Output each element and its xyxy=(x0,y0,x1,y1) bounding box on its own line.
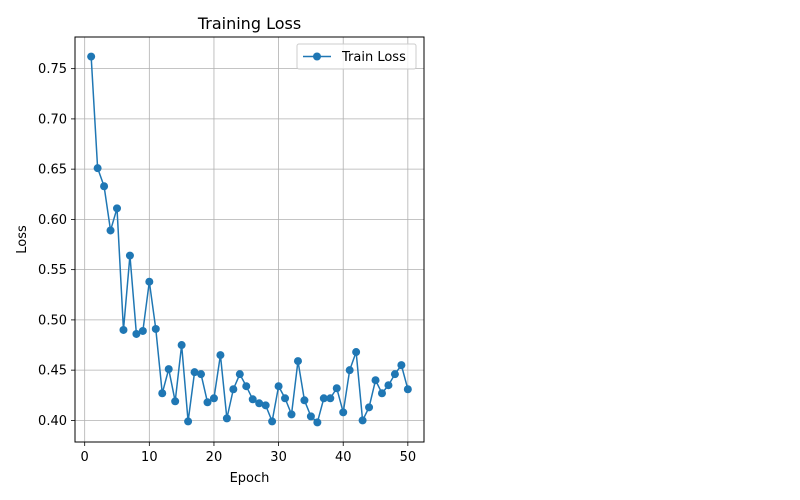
y-tick-label: 0.65 xyxy=(38,163,67,178)
legend-marker-swatch xyxy=(313,52,321,61)
data-point xyxy=(384,381,393,390)
legend: Train Loss xyxy=(296,43,417,70)
series-line-train-loss xyxy=(90,56,409,424)
data-point xyxy=(190,368,199,377)
legend-box xyxy=(296,43,417,70)
data-point xyxy=(352,348,361,357)
data-point xyxy=(390,370,399,379)
data-point xyxy=(113,204,122,213)
y-axis-label: Loss xyxy=(15,225,30,254)
x-axis-ticks: 0 10 20 30 40 50 xyxy=(81,442,417,465)
x-tick-label: 20 xyxy=(206,450,223,465)
data-point xyxy=(100,182,109,191)
data-point xyxy=(151,324,160,333)
data-point xyxy=(145,277,154,286)
data-point xyxy=(397,361,406,370)
data-point xyxy=(255,399,264,408)
data-point xyxy=(339,408,348,417)
x-tick-label: 30 xyxy=(270,450,287,465)
data-point xyxy=(268,417,277,426)
plot-area-frame xyxy=(74,36,425,443)
data-point xyxy=(125,251,134,260)
data-point xyxy=(171,397,180,406)
data-point xyxy=(106,226,115,235)
data-point xyxy=(365,403,374,412)
data-point xyxy=(319,394,328,403)
data-point xyxy=(281,394,290,403)
data-point xyxy=(306,412,315,421)
series-layer xyxy=(87,52,412,427)
data-point xyxy=(197,370,206,379)
y-tick-label: 0.75 xyxy=(38,62,67,77)
data-point xyxy=(313,418,322,427)
x-tick-label: 10 xyxy=(141,450,158,465)
data-point xyxy=(164,365,173,374)
x-tick-label: 50 xyxy=(400,450,417,465)
x-tick-label: 40 xyxy=(335,450,352,465)
data-point xyxy=(87,52,96,61)
data-point xyxy=(274,382,283,391)
data-point xyxy=(177,341,186,350)
data-point xyxy=(216,351,225,360)
y-tick-label: 0.70 xyxy=(38,112,67,127)
legend-entry-label: Train Loss xyxy=(341,50,406,65)
y-tick-label: 0.60 xyxy=(38,213,67,228)
data-point xyxy=(300,396,309,405)
data-point xyxy=(377,389,386,398)
data-point xyxy=(403,385,412,394)
data-point xyxy=(345,366,354,375)
data-point xyxy=(248,395,257,404)
x-axis-label: Epoch xyxy=(230,471,270,486)
data-point xyxy=(235,370,244,379)
y-tick-label: 0.45 xyxy=(38,364,67,379)
data-point xyxy=(158,389,167,398)
data-point xyxy=(93,164,102,173)
data-point xyxy=(287,410,296,419)
y-tick-label: 0.50 xyxy=(38,313,67,328)
data-point xyxy=(119,325,128,334)
data-point xyxy=(222,414,231,423)
y-tick-label: 0.55 xyxy=(38,263,67,278)
data-point xyxy=(209,394,218,403)
grid-lines xyxy=(75,37,424,442)
data-point xyxy=(261,401,270,410)
data-point xyxy=(184,417,193,426)
data-point xyxy=(293,357,302,366)
data-point xyxy=(132,329,141,338)
data-point xyxy=(242,382,251,391)
data-point xyxy=(229,385,238,394)
data-point xyxy=(358,416,367,425)
data-point xyxy=(203,398,212,407)
x-tick-label: 0 xyxy=(81,450,89,465)
chart-title: Training Loss xyxy=(197,14,301,33)
y-axis-ticks: 0.40 0.45 0.50 0.55 0.60 0.65 0.70 0.75 xyxy=(38,62,75,429)
y-tick-label: 0.40 xyxy=(38,414,67,429)
data-point xyxy=(138,326,147,335)
data-point xyxy=(332,384,341,393)
data-point xyxy=(371,376,380,385)
data-point xyxy=(326,394,335,403)
